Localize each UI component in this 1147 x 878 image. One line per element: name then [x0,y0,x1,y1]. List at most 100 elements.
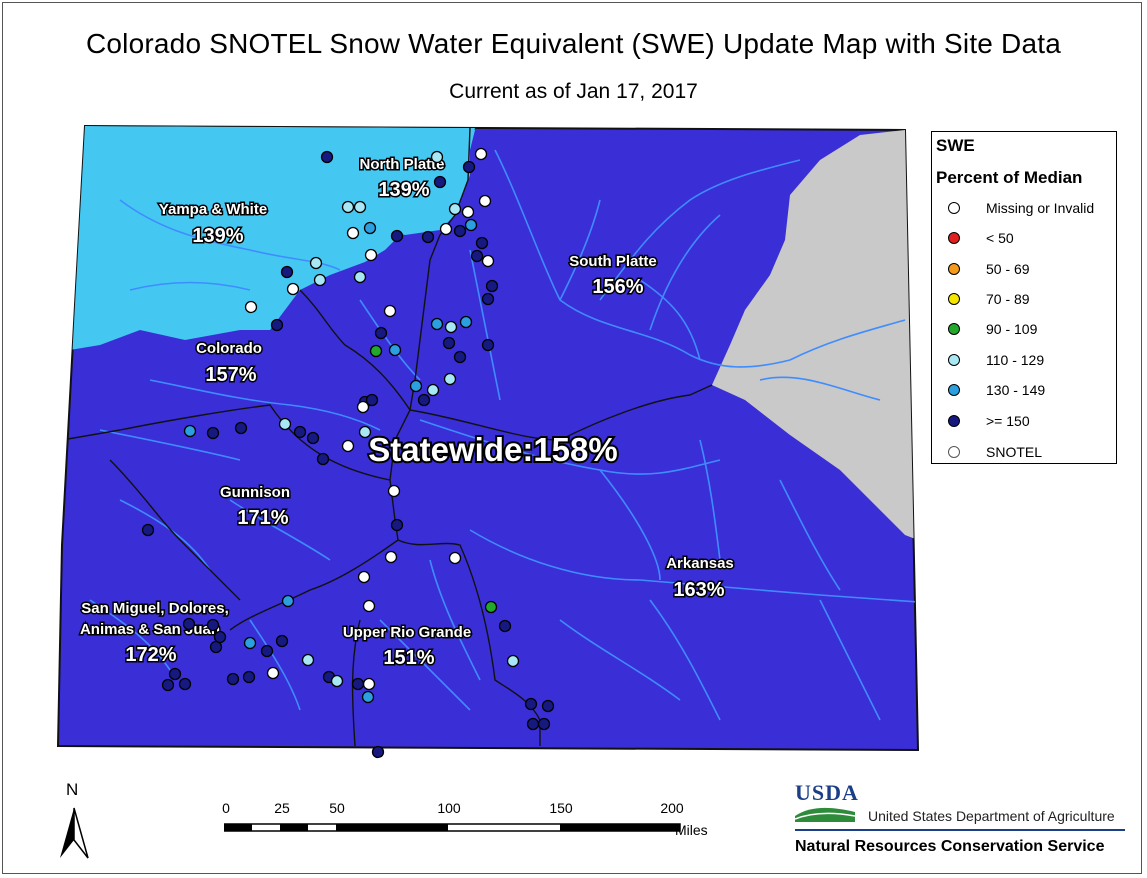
snotel-site-marker [433,175,447,189]
basin-label-sanmiguel-name2: Animas & San Juan [80,621,220,638]
no-data-region [712,130,918,540]
snotel-site-marker [426,383,440,397]
usda-divider [795,829,1125,831]
snotel-site-marker [371,745,385,759]
snotel-site-marker [390,518,404,532]
snotel-site-marker [498,619,512,633]
snotel-site-marker [365,393,379,407]
snotel-site-marker [383,304,397,318]
basin-label-nplatte-name: North Platte [359,156,444,173]
snotel-site-marker [306,431,320,445]
snotel-site-marker [270,318,284,332]
legend-item: SNOTEL [948,442,1042,462]
basin-label-arkansas-percent: 163% [673,579,724,601]
legend: SWE Percent of Median Missing or Invalid… [931,131,1117,464]
scale-bar-graphic [224,823,681,832]
snotel-site-marker [485,279,499,293]
legend-label: 70 - 89 [986,291,1030,307]
legend-swatch [948,202,960,214]
legend-label: 130 - 149 [986,382,1046,398]
legend-label: < 50 [986,230,1014,246]
snotel-site-marker [206,618,220,632]
legend-label: >= 150 [986,413,1030,429]
basin-label-gunnison-percent: 171% [237,507,288,529]
snotel-site-marker [213,630,227,644]
scale-bar: 0 25 50 100 150 200 Miles [220,800,720,840]
legend-swatch [948,415,960,427]
scale-units: Miles [675,822,708,838]
snotel-site-marker [356,400,370,414]
snotel-site-marker [243,636,257,650]
snotel-site-marker [409,379,423,393]
snotel-site-marker [341,200,355,214]
snotel-site-marker [183,424,197,438]
basin-label-nplatte-percent: 139% [378,179,429,201]
basin-label-arkansas-name: Arkansas [666,555,734,572]
legend-item: < 50 [948,228,1014,248]
legend-item: Missing or Invalid [948,198,1094,218]
snotel-site-marker [178,677,192,691]
legend-item: 70 - 89 [948,289,1030,309]
legend-swatch [948,232,960,244]
scale-tick: 50 [329,800,345,816]
snotel-site-marker [443,372,457,386]
basin-label-sanmiguel-percent: 172% [125,644,176,666]
legend-label: 50 - 69 [986,261,1030,277]
snotel-site-marker [280,265,294,279]
snotel-site-marker [316,452,330,466]
snotel-site-marker [453,224,467,238]
map-subtitle: Current as of Jan 17, 2017 [449,80,698,103]
snotel-site-marker [330,674,344,688]
legend-item: 130 - 149 [948,380,1045,400]
scale-tick: 150 [549,800,573,816]
basin-label-riogrande-name: Upper Rio Grande [343,624,471,641]
snotel-site-marker [364,248,378,262]
snotel-site-marker [461,205,475,219]
scale-tick: 25 [274,800,290,816]
legend-swatch [948,293,960,305]
legend-swatch [948,354,960,366]
legend-label: 110 - 129 [986,352,1045,368]
snotel-site-marker [182,617,196,631]
snotel-site-marker [387,484,401,498]
snotel-site-marker [430,317,444,331]
snotel-site-marker [475,236,489,250]
legend-swatch [948,446,960,458]
snotel-site-marker [362,599,376,613]
snotel-site-marker [361,690,375,704]
basin-label-colorado-name: Colorado [196,340,262,357]
usda-logo: USDA [795,780,859,805]
snotel-site-marker [161,678,175,692]
basin-label-yampa-name: Yampa & White [159,201,267,218]
legend-label: 90 - 109 [986,321,1038,337]
legend-label: SNOTEL [986,444,1043,460]
snotel-site-marker [524,697,538,711]
basin-label-gunnison-name: Gunnison [220,484,290,501]
snotel-site-marker [526,717,540,731]
snotel-site-marker [506,654,520,668]
basin-boundaries [61,127,713,747]
snotel-site-marker [444,320,458,334]
legend-swatch [948,323,960,335]
snotel-site-marker [362,677,376,691]
legend-item: >= 150 [948,411,1030,431]
snotel-site-marker [481,292,495,306]
snotel-site-marker [448,202,462,216]
north-label: N [66,780,79,799]
snotel-site-marker [351,677,365,691]
snotel-site-marker [369,344,383,358]
snotel-site-marker [541,699,555,713]
usda-logo-icon [795,807,855,822]
snotel-site-marker [281,594,295,608]
usda-service: Natural Resources Conservation Service [795,838,1105,855]
snotel-site-marker [278,417,292,431]
snotel-site-marker [209,640,223,654]
snotel-site-marker [464,218,478,232]
legend-label: Missing or Invalid [986,200,1095,216]
snotel-site-marker [442,336,456,350]
snotel-site-marker [357,570,371,584]
snotel-site-marker [353,270,367,284]
snotel-site-marker [275,634,289,648]
snotel-site-marker [358,425,372,439]
